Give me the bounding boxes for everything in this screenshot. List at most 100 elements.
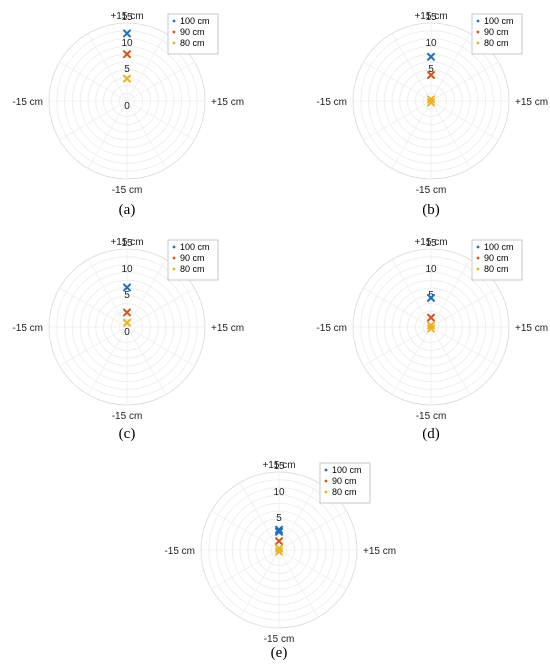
polar-panel-c: +15 cm -15 cm -15 cm +15 cm 0 5 10 15 100 cm 90 c… [12, 232, 244, 442]
grid-spoke [239, 482, 280, 551]
legend-swatch [324, 479, 328, 483]
axis-label-bottom: -15 cm [112, 185, 143, 196]
grid-spoke [126, 259, 167, 328]
grid-spoke [126, 326, 167, 395]
legend-swatch [172, 256, 176, 260]
ring-tick-label: 5 [124, 290, 130, 301]
legend-entry: 90 cm [332, 476, 357, 486]
ring-tick-label: 10 [425, 264, 437, 275]
legend-swatch [172, 19, 176, 23]
legend-entry: 80 cm [332, 487, 357, 497]
panel-caption: (c) [118, 426, 136, 442]
grid-spoke [430, 326, 471, 395]
polar-panel-d: +15 cm -15 cm -15 cm +15 cm 5 10 15 100 cm 90 cm… [316, 232, 548, 442]
grid-spoke [87, 100, 128, 169]
legend-entry: 90 cm [484, 27, 509, 37]
data-point-marker [427, 52, 435, 61]
grid-spoke [278, 482, 319, 551]
axis-label-left: -15 cm [164, 546, 195, 557]
grid-spoke [363, 100, 432, 141]
marker-stroke [275, 547, 283, 556]
marker-stroke [275, 527, 283, 536]
data-point-marker [123, 283, 131, 292]
ring-tick-label: 10 [121, 264, 133, 275]
legend-box [167, 13, 219, 55]
marker-stroke [427, 71, 435, 79]
grid-spoke [278, 549, 347, 590]
data-point-marker [123, 318, 131, 327]
grid-spoke [59, 287, 128, 328]
panel-caption: (a) [118, 202, 136, 218]
legend-entry: 90 cm [180, 27, 205, 37]
legend-swatch [476, 30, 480, 34]
polar-panel-e: +15 cm -15 cm -15 cm +15 cm 5 10 15 100 cm 90 cm… [164, 455, 396, 665]
axis-label-right: +15 cm [211, 323, 244, 334]
grid-spoke [87, 326, 128, 395]
grid-spoke [126, 326, 195, 367]
axis-label-right: +15 cm [211, 97, 244, 108]
ring-tick-label: 5 [124, 64, 130, 75]
legend-box [471, 13, 523, 55]
grid-spoke [430, 100, 499, 141]
marker-stroke [275, 525, 283, 534]
data-point-marker [123, 29, 131, 38]
data-point-marker [275, 547, 283, 556]
grid-spoke [59, 326, 128, 367]
panel-caption: (b) [422, 202, 440, 218]
ring-tick-label: 15 [425, 12, 437, 23]
axis-label-bottom: -15 cm [264, 634, 295, 645]
marker-stroke [123, 74, 131, 83]
legend-entry: 80 cm [484, 264, 509, 274]
axis-label-right: +15 cm [515, 97, 548, 108]
marker-stroke [427, 98, 435, 107]
marker-stroke [123, 308, 131, 317]
legend-swatch [172, 245, 176, 249]
ring-tick-label: 0 [124, 327, 130, 338]
grid-spoke [59, 100, 128, 141]
marker-stroke [427, 313, 435, 322]
legend-entry: 80 cm [180, 38, 205, 48]
data-point-marker [427, 313, 435, 322]
panel-caption: (e) [270, 645, 288, 661]
marker-stroke [123, 318, 131, 327]
legend-entry: 100 cm [180, 242, 210, 252]
grid-spoke [126, 100, 195, 141]
data-point-marker [427, 98, 435, 107]
legend-entry: 90 cm [180, 253, 205, 263]
ring-tick-label: 15 [121, 238, 133, 249]
ring-tick-label: 15 [425, 238, 437, 249]
marker-stroke [123, 29, 131, 38]
grid-spoke [430, 326, 499, 367]
marker-stroke [123, 283, 131, 292]
grid-spoke [391, 100, 432, 169]
axis-label-right: +15 cm [515, 323, 548, 334]
grid-spoke [278, 510, 347, 551]
legend-swatch [324, 468, 328, 472]
data-point-marker [275, 527, 283, 536]
ring-tick-label: 10 [273, 487, 285, 498]
legend-entry: 100 cm [180, 16, 210, 26]
axis-label-bottom: -15 cm [112, 411, 143, 422]
legend-box [167, 239, 219, 281]
legend-swatch [476, 267, 480, 271]
axis-label-left: -15 cm [316, 97, 347, 108]
data-point-marker [427, 324, 435, 333]
legend-entry: 100 cm [332, 465, 362, 475]
axis-label-top: +15 cm [414, 11, 447, 22]
grid-spoke [59, 61, 128, 102]
axis-label-left: -15 cm [316, 323, 347, 334]
grid-spoke [430, 287, 499, 328]
grid-spoke [391, 326, 432, 395]
grid-spoke [430, 61, 499, 102]
ring-tick-label: 5 [276, 513, 282, 524]
data-point-marker [123, 50, 131, 59]
grid-spoke [87, 33, 128, 102]
grid-spoke [211, 510, 280, 551]
legend-swatch [172, 30, 176, 34]
polar-panel-a: +15 cm -15 cm -15 cm +15 cm 0 5 10 15 100 cm 90 c… [12, 6, 244, 216]
legend-entry: 100 cm [484, 242, 514, 252]
marker-stroke [123, 50, 131, 59]
